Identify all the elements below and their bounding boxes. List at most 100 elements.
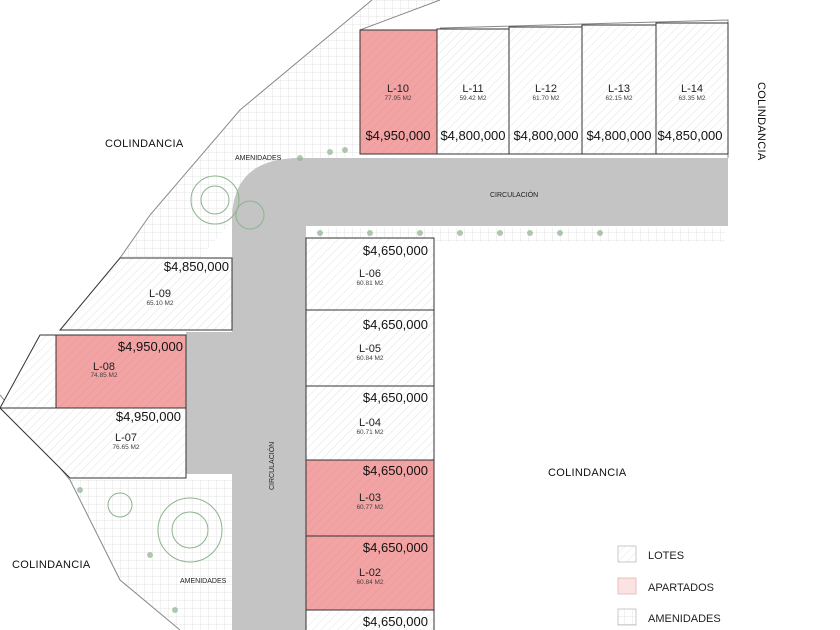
circulacion-label: CIRCULACIÓN — [490, 190, 538, 199]
lot-shape — [58, 257, 233, 331]
lot-code: L-03 — [359, 492, 381, 504]
lot-area: 60.84 M2 — [356, 579, 383, 586]
lot-area: 74.85 M2 — [90, 372, 117, 379]
tree-icon — [157, 497, 223, 563]
shrub-icon — [172, 607, 178, 613]
legend-item-apartados: APARTADOS — [617, 577, 714, 595]
lot-shape — [305, 237, 435, 311]
tree-icon — [190, 175, 240, 225]
amenidades-label: AMENIDADES — [235, 155, 282, 162]
lot-shape — [508, 26, 583, 155]
lot-code: L-04 — [359, 417, 381, 429]
lot-L-03[interactable]: $4,650,000 L-03 60.77 M2 — [305, 459, 435, 537]
lot-shape — [581, 24, 657, 155]
lot-price: $4,850,000 — [657, 128, 722, 143]
lot-price: $4,650,000 — [363, 614, 428, 629]
lot-price: $4,950,000 — [118, 339, 183, 354]
lot-L-10[interactable]: L-10 77.95 M2 $4,950,000 — [359, 29, 438, 155]
lot-code: L-07 — [115, 432, 137, 444]
lot-price: $4,850,000 — [164, 259, 229, 274]
lot-price: $4,800,000 — [440, 128, 505, 143]
lot-area: 63.35 M2 — [678, 95, 705, 102]
colindancia-label: COLINDANCIA — [105, 138, 184, 150]
road-circulation — [232, 158, 728, 630]
legend-label: LOTES — [648, 550, 684, 562]
shrub-icon — [147, 552, 153, 558]
circulacion-label: CIRCULACIÓN — [267, 442, 276, 490]
lot-L-04[interactable]: $4,650,000 L-04 60.71 M2 — [305, 385, 435, 461]
shrub-row — [77, 147, 603, 613]
lot-L-02[interactable]: $4,650,000 L-02 60.84 M2 — [305, 535, 435, 611]
lot-code: L-02 — [359, 567, 381, 579]
legend-label: AMENIDADES — [648, 613, 721, 625]
lot-price: $4,800,000 — [513, 128, 578, 143]
legend-swatch — [617, 577, 637, 595]
lot-area: 60.71 M2 — [356, 429, 383, 436]
lot-area: 76.65 M2 — [112, 444, 139, 451]
lot-code: L-11 — [462, 83, 483, 95]
shrub-icon — [457, 230, 463, 236]
shrub-icon — [327, 149, 333, 155]
legend-item-lotes: LOTES — [617, 545, 684, 563]
lot-code: L-06 — [359, 268, 381, 280]
tree-icon — [235, 200, 265, 230]
lot-L-11[interactable]: L-11 59.42 M2 $4,800,000 — [436, 28, 510, 155]
tree-icon — [171, 511, 209, 549]
lot-shape — [655, 22, 729, 155]
lot-L-13[interactable]: L-13 62.15 M2 $4,800,000 — [581, 24, 657, 155]
lot-price: $4,650,000 — [363, 243, 428, 258]
lot-L-09[interactable]: $4,850,000 L-09 65.10 M2 — [58, 257, 233, 331]
shrub-icon — [297, 155, 303, 161]
shrub-icon — [367, 230, 373, 236]
tree-icon — [107, 492, 133, 518]
shrub-icon — [557, 230, 563, 236]
lot-price: $4,800,000 — [586, 128, 651, 143]
shrub-icon — [597, 230, 603, 236]
legend-item-amenidades: AMENIDADES — [617, 608, 721, 626]
lot-area: 65.10 M2 — [146, 300, 173, 307]
lot-price: $4,650,000 — [363, 317, 428, 332]
lot-L-06[interactable]: $4,650,000 L-06 60.81 M2 — [305, 237, 435, 311]
lot-L-01[interactable]: $4,650,000 — [305, 609, 435, 630]
lot-L-05[interactable]: $4,650,000 L-05 60.84 M2 — [305, 309, 435, 387]
legend-label: APARTADOS — [648, 582, 714, 594]
legend-swatch — [617, 608, 637, 626]
lot-L-07[interactable]: $4,950,000 L-07 76.65 M2 — [0, 407, 187, 479]
boundary-top-right — [359, 0, 441, 31]
road-stub-left — [186, 332, 234, 474]
lot-code: L-14 — [681, 83, 703, 95]
lot-price: $4,650,000 — [363, 390, 428, 405]
lot-price: $4,650,000 — [363, 463, 428, 478]
lot-shape — [305, 459, 435, 537]
lot-area: 60.84 M2 — [356, 355, 383, 362]
lot-L-08[interactable]: $4,950,000 L-08 74.85 M2 — [0, 334, 187, 409]
legend: LOTES APARTADOS AMENIDADES — [617, 545, 721, 626]
shrub-icon — [342, 147, 348, 153]
lot-price: $4,950,000 — [116, 409, 181, 424]
lot-area: 60.81 M2 — [356, 280, 383, 287]
lot-price: $4,950,000 — [365, 128, 430, 143]
shrub-icon — [317, 230, 323, 236]
trees — [107, 175, 265, 563]
lot-code: L-08 — [93, 361, 115, 373]
colindancia-label: COLINDANCIA — [12, 559, 91, 571]
lot-L-14[interactable]: L-14 63.35 M2 $4,850,000 — [655, 22, 729, 155]
shrub-icon — [497, 230, 503, 236]
lot-shape — [305, 309, 435, 387]
lot-code: L-09 — [149, 288, 171, 300]
colindancia-label: COLINDANCIA — [548, 467, 627, 479]
legend-swatch — [617, 545, 637, 563]
lot-shape — [305, 535, 435, 611]
shrub-icon — [77, 487, 83, 493]
amenidades-label: AMENIDADES — [180, 578, 227, 585]
lot-code: L-12 — [535, 83, 557, 95]
lot-L-12[interactable]: L-12 61.70 M2 $4,800,000 — [508, 26, 583, 155]
lot-shape — [0, 407, 187, 479]
lot-shape — [305, 385, 435, 461]
lot-shape — [305, 609, 435, 630]
shrub-icon — [527, 230, 533, 236]
lot-area: 60.77 M2 — [356, 504, 383, 511]
lot-area: 62.15 M2 — [605, 95, 632, 102]
lot-reserved-highlight — [55, 334, 187, 409]
